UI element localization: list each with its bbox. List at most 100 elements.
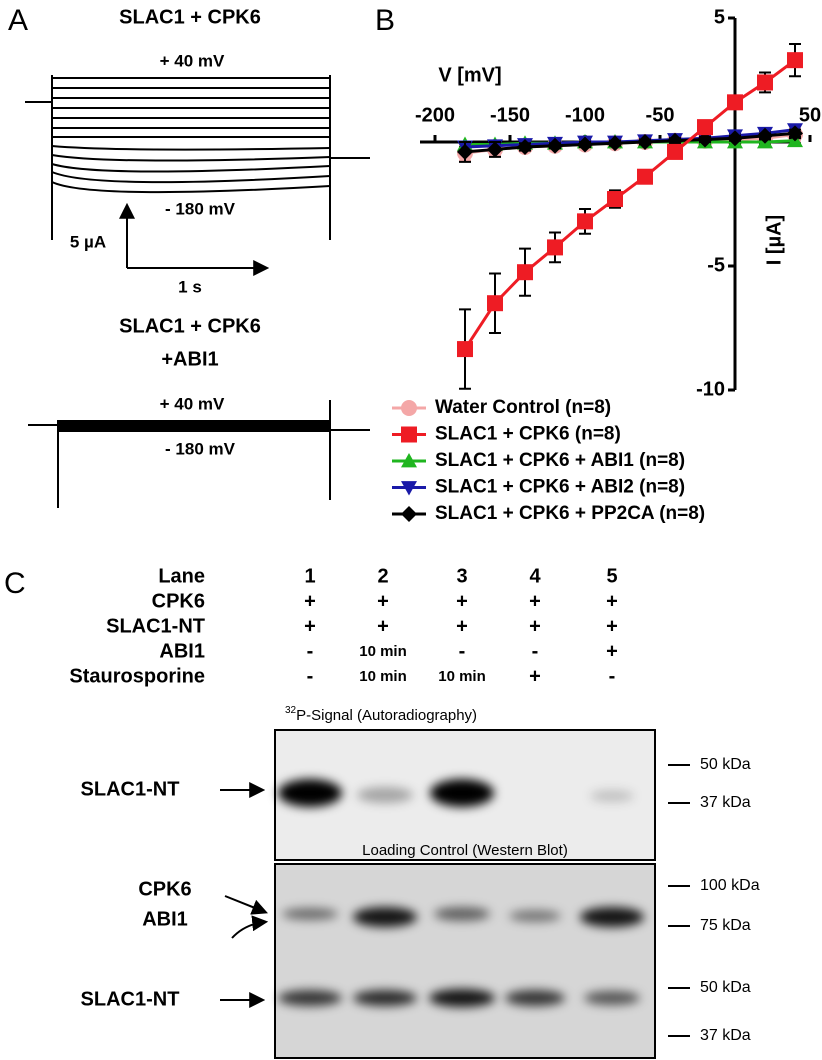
treatment-table: Lane 1 2 3 4 5 CPK6 + + + + + SLAC1-NT + + + + + ABI1 - 10 m… xyxy=(69,565,617,687)
cell: - xyxy=(459,640,466,662)
y-axis-label: I [µA] xyxy=(763,215,785,265)
marker xyxy=(757,74,773,91)
marker xyxy=(787,125,803,142)
cell: 3 xyxy=(456,565,467,587)
x-tick-label: -50 xyxy=(646,104,675,126)
legend-label: SLAC1 + CPK6 + PP2CA (n=8) xyxy=(435,503,705,524)
cell: + xyxy=(606,640,618,662)
marker xyxy=(667,143,683,160)
scale-label: 5 µA xyxy=(70,232,106,251)
cell: - xyxy=(307,640,314,662)
band-label: SLAC1-NT xyxy=(81,778,180,800)
x-axis-label: V [mV] xyxy=(438,64,501,86)
legend-label: Water Control (n=8) xyxy=(435,397,611,418)
cell: + xyxy=(606,590,618,612)
scale-bar xyxy=(119,202,270,276)
y-tick-label: -5 xyxy=(707,254,725,276)
row-label: ABI1 xyxy=(159,640,205,662)
bands xyxy=(278,779,634,807)
arrow xyxy=(224,895,268,915)
row-label: SLAC1-NT xyxy=(106,615,205,637)
marker xyxy=(637,134,653,150)
marker xyxy=(401,453,417,468)
marker-label: 50 kDa xyxy=(700,756,751,773)
blot-title: Loading Control (Western Blot) xyxy=(362,842,568,859)
voltage-label: - 180 mV xyxy=(165,439,236,458)
marker xyxy=(457,143,473,160)
marker-label: 50 kDa xyxy=(700,979,751,996)
band-label: CPK6 xyxy=(138,878,191,900)
marker xyxy=(517,264,533,281)
cell: - xyxy=(609,665,616,687)
cell: 5 xyxy=(606,565,617,587)
row-label: Lane xyxy=(158,565,205,587)
cell: + xyxy=(304,615,316,637)
marker xyxy=(487,295,503,312)
x-tick-label: 50 xyxy=(799,104,821,126)
voltage-label: + 40 mV xyxy=(160,51,225,70)
blot-title-text: P-Signal (Autoradiography) xyxy=(296,707,477,724)
marker xyxy=(727,94,743,111)
cell: 4 xyxy=(529,565,541,587)
marker xyxy=(401,400,417,416)
marker xyxy=(577,213,593,230)
x-tick-label: -150 xyxy=(490,104,530,126)
marker xyxy=(457,341,473,358)
legend-label: SLAC1 + CPK6 + ABI1 (n=8) xyxy=(435,450,685,471)
cell: 1 xyxy=(304,565,315,587)
cell: + xyxy=(606,615,618,637)
x-tick-label: -100 xyxy=(565,104,605,126)
voltage-label: - 180 mV xyxy=(165,199,236,218)
cell: + xyxy=(529,665,541,687)
iv-chart: -200 -150 -100 -50 50 -10 -5 5 V [mV] I [µA] Water… xyxy=(392,6,821,524)
marker xyxy=(547,137,563,154)
cell: 10 min xyxy=(438,668,486,685)
trace-title: SLAC1 + CPK6 xyxy=(119,315,261,337)
band-label: SLAC1-NT xyxy=(81,988,180,1010)
legend-label: SLAC1 + CPK6 (n=8) xyxy=(435,424,621,445)
voltage-label: + 40 mV xyxy=(160,394,225,413)
band-label: ABI1 xyxy=(142,908,188,930)
marker xyxy=(697,131,713,148)
cell: 10 min xyxy=(359,668,407,685)
cell: - xyxy=(307,665,314,687)
marker xyxy=(401,506,417,522)
marker-label: 100 kDa xyxy=(700,877,760,894)
marker xyxy=(637,168,653,185)
panel-label: B xyxy=(375,4,395,37)
row-label: CPK6 xyxy=(152,590,205,612)
marker xyxy=(787,52,803,69)
cell: + xyxy=(377,590,389,612)
marker xyxy=(487,141,503,158)
cell: + xyxy=(456,615,468,637)
marker xyxy=(607,191,623,208)
marker xyxy=(697,119,713,136)
cell: + xyxy=(529,615,541,637)
arrow xyxy=(231,915,269,939)
y-tick-label: 5 xyxy=(714,6,725,28)
marker xyxy=(547,239,563,256)
trace-title: SLAC1 + CPK6 xyxy=(119,6,261,28)
blot xyxy=(274,863,656,1059)
trace-title: +ABI1 xyxy=(161,348,218,370)
marker xyxy=(401,426,417,443)
legend-label: SLAC1 + CPK6 + ABI2 (n=8) xyxy=(435,477,685,498)
marker-label: 37 kDa xyxy=(700,1027,751,1044)
blot-title: 32P-Signal (Autoradiography) xyxy=(285,705,477,724)
marker xyxy=(727,130,743,147)
marker-label: 75 kDa xyxy=(700,917,751,934)
cell: 2 xyxy=(377,565,388,587)
cell: 10 min xyxy=(359,643,407,660)
x-tick-label: -200 xyxy=(415,104,455,126)
cell: + xyxy=(377,615,389,637)
marker xyxy=(607,135,623,152)
superscript: 32 xyxy=(285,705,297,716)
panel-label: A xyxy=(8,4,28,37)
scale-label: 1 s xyxy=(178,277,202,296)
current-traces xyxy=(25,75,370,240)
cell: + xyxy=(304,590,316,612)
marker-label: 37 kDa xyxy=(700,794,751,811)
cell: + xyxy=(456,590,468,612)
marker xyxy=(401,481,417,496)
